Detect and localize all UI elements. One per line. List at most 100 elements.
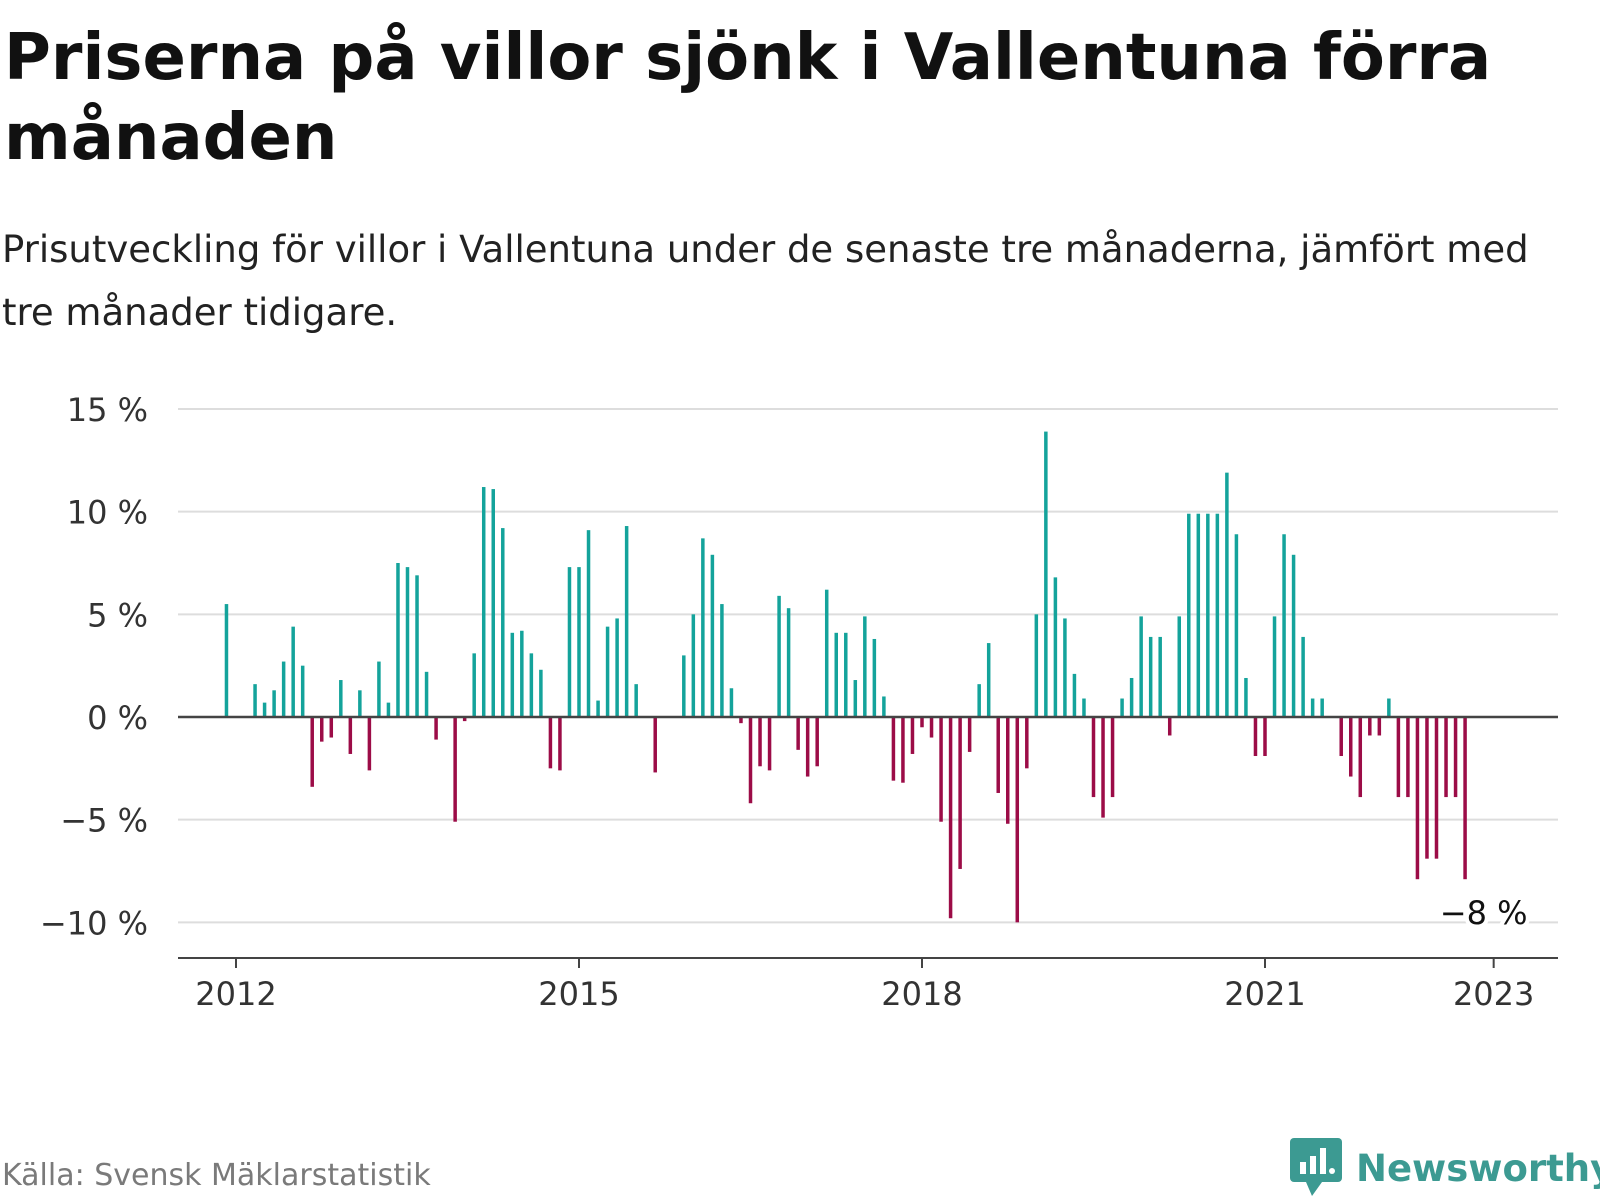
bar bbox=[377, 661, 381, 717]
bar bbox=[1301, 636, 1305, 717]
bar bbox=[1063, 618, 1067, 717]
bar bbox=[529, 653, 534, 717]
bar bbox=[777, 595, 781, 717]
bar bbox=[348, 717, 353, 754]
bar bbox=[481, 487, 486, 717]
bar bbox=[1463, 717, 1467, 880]
bar bbox=[272, 690, 276, 717]
bar bbox=[1253, 717, 1258, 757]
bar bbox=[1034, 614, 1039, 717]
bar bbox=[424, 671, 429, 717]
bar bbox=[1129, 677, 1134, 717]
bar bbox=[948, 717, 953, 919]
bar bbox=[739, 717, 743, 724]
bar bbox=[872, 638, 877, 717]
bar bbox=[863, 616, 867, 717]
bar bbox=[1148, 636, 1153, 717]
bar bbox=[491, 489, 495, 717]
y-tick-label: 5 % bbox=[87, 596, 148, 634]
bar bbox=[758, 717, 762, 767]
bar bbox=[224, 604, 229, 717]
bar bbox=[605, 626, 610, 717]
bar bbox=[329, 717, 334, 738]
x-tick-label: 2012 bbox=[195, 975, 276, 1013]
bar bbox=[1425, 717, 1429, 859]
bar bbox=[824, 589, 829, 717]
bar bbox=[558, 717, 562, 771]
bar bbox=[910, 717, 915, 754]
bar bbox=[891, 717, 896, 781]
bar bbox=[1110, 717, 1115, 798]
bar-chart: 15 % 10 % 5 % 0 % −5 % −10 % 2012 2015 2018 2021… bbox=[40, 391, 1558, 1013]
bar bbox=[510, 632, 515, 717]
bar bbox=[1377, 717, 1382, 736]
bar bbox=[462, 717, 467, 722]
bar bbox=[701, 538, 705, 717]
chart-title: Priserna på villor sjönk i Vallentuna fö… bbox=[4, 21, 1492, 175]
bar bbox=[634, 684, 638, 717]
bar bbox=[720, 604, 724, 717]
bar bbox=[386, 702, 391, 717]
bar bbox=[548, 717, 553, 769]
bar bbox=[1167, 717, 1172, 736]
bar bbox=[882, 696, 886, 717]
bar bbox=[996, 717, 1000, 793]
x-tick-label: 2023 bbox=[1453, 975, 1534, 1013]
bar bbox=[1358, 717, 1363, 798]
chart-subtitle: Prisutveckling för villor i Vallentuna u… bbox=[2, 228, 1529, 334]
bar bbox=[1091, 717, 1096, 798]
bar bbox=[1215, 513, 1220, 717]
bar bbox=[977, 684, 981, 717]
brand-logo[interactable]: Newsworthy bbox=[1290, 1138, 1600, 1196]
bar bbox=[939, 717, 943, 822]
bar bbox=[1282, 534, 1286, 717]
bar bbox=[339, 680, 343, 717]
bar bbox=[1263, 717, 1267, 757]
bar bbox=[1025, 717, 1029, 769]
bar bbox=[1082, 698, 1086, 717]
brand-name: Newsworthy bbox=[1356, 1146, 1600, 1190]
bar bbox=[1368, 717, 1372, 736]
bar bbox=[1444, 717, 1448, 798]
bar bbox=[1234, 534, 1239, 717]
bar bbox=[1015, 717, 1020, 923]
x-tick-label: 2015 bbox=[538, 975, 619, 1013]
bar bbox=[1291, 554, 1296, 717]
y-tick-label: −5 % bbox=[60, 802, 148, 840]
bar bbox=[253, 684, 257, 717]
bar bbox=[653, 717, 657, 773]
bar bbox=[682, 655, 686, 717]
bar bbox=[291, 626, 295, 717]
bar bbox=[853, 680, 858, 717]
bar bbox=[986, 643, 991, 717]
bar bbox=[1453, 717, 1458, 798]
bar bbox=[967, 717, 972, 752]
bar bbox=[501, 528, 505, 717]
bar bbox=[415, 575, 419, 717]
bar bbox=[815, 717, 819, 767]
x-tick-label: 2021 bbox=[1224, 975, 1305, 1013]
bar bbox=[1158, 636, 1162, 717]
bar bbox=[805, 717, 810, 777]
bar bbox=[567, 567, 572, 717]
bar bbox=[748, 717, 753, 804]
bar bbox=[453, 717, 457, 822]
bar bbox=[1101, 717, 1105, 818]
bar bbox=[577, 567, 581, 717]
bar bbox=[901, 717, 905, 783]
bar bbox=[1244, 677, 1248, 717]
bar bbox=[596, 700, 600, 717]
bar bbox=[844, 632, 848, 717]
bar bbox=[1272, 616, 1277, 717]
bar bbox=[539, 669, 543, 717]
bar bbox=[586, 530, 591, 717]
bar bbox=[1320, 698, 1324, 717]
bar bbox=[358, 690, 362, 717]
bar bbox=[262, 702, 267, 717]
bar bbox=[520, 630, 524, 717]
bar bbox=[396, 563, 400, 717]
bar bbox=[1206, 513, 1210, 717]
bar bbox=[1387, 698, 1391, 717]
bar bbox=[834, 632, 838, 717]
bar bbox=[1177, 616, 1181, 717]
